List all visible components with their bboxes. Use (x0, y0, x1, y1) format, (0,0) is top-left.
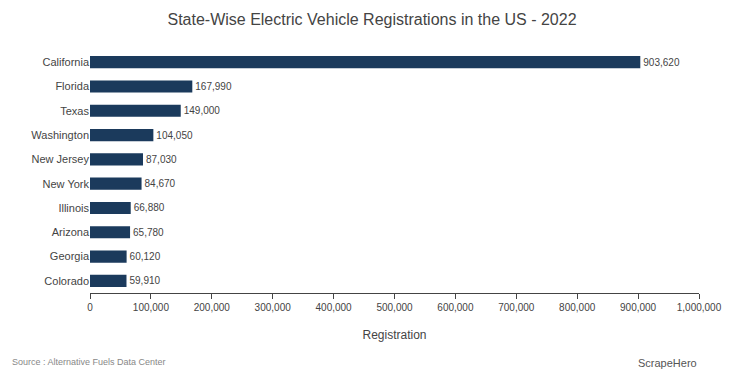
svg-text:60,120: 60,120 (130, 251, 161, 262)
svg-text:300,000: 300,000 (255, 302, 292, 313)
svg-text:84,670: 84,670 (145, 178, 176, 189)
svg-text:Source : Alternative Fuels Dat: Source : Alternative Fuels Data Center (12, 357, 166, 367)
svg-text:Arizona: Arizona (52, 226, 90, 238)
svg-text:65,780: 65,780 (133, 227, 164, 238)
svg-text:600,000: 600,000 (437, 302, 474, 313)
svg-text:New York: New York (43, 178, 90, 190)
svg-text:1,000,000: 1,000,000 (677, 302, 722, 313)
svg-text:Illinois: Illinois (58, 202, 89, 214)
svg-text:ScrapeHero: ScrapeHero (638, 357, 697, 369)
svg-text:903,620: 903,620 (643, 57, 680, 68)
svg-text:167,990: 167,990 (195, 81, 232, 92)
svg-text:Texas: Texas (60, 105, 89, 117)
svg-text:California: California (43, 56, 90, 68)
svg-text:Registration: Registration (362, 328, 426, 342)
svg-text:149,000: 149,000 (184, 105, 221, 116)
svg-text:59,910: 59,910 (129, 275, 160, 286)
svg-text:400,000: 400,000 (316, 302, 353, 313)
svg-text:0: 0 (87, 302, 93, 313)
svg-text:Washington: Washington (31, 129, 89, 141)
svg-text:200,000: 200,000 (194, 302, 231, 313)
svg-text:800,000: 800,000 (559, 302, 596, 313)
svg-text:New Jersey: New Jersey (32, 153, 90, 165)
svg-text:87,030: 87,030 (146, 154, 177, 165)
svg-text:104,050: 104,050 (156, 130, 193, 141)
svg-text:500,000: 500,000 (376, 302, 413, 313)
svg-text:Florida: Florida (55, 80, 90, 92)
svg-text:900,000: 900,000 (620, 302, 657, 313)
svg-text:Colorado: Colorado (44, 275, 89, 287)
svg-text:100,000: 100,000 (133, 302, 170, 313)
svg-text:State-Wise Electric Vehicle Re: State-Wise Electric Vehicle Registration… (167, 11, 576, 28)
svg-text:66,880: 66,880 (134, 202, 165, 213)
svg-text:Georgia: Georgia (50, 250, 90, 262)
svg-text:700,000: 700,000 (498, 302, 535, 313)
